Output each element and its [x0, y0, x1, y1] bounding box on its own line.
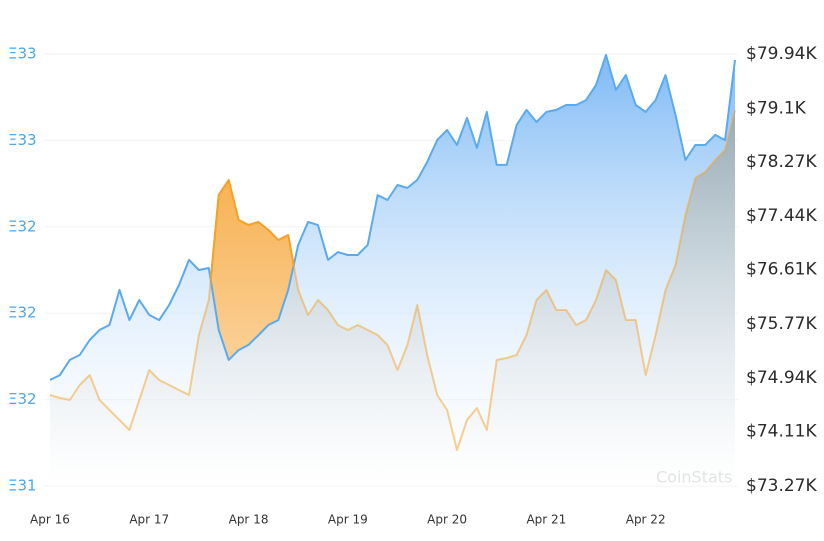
y2-tick-label: $73.27K: [746, 476, 817, 496]
y-tick-label: Ξ32: [8, 390, 37, 408]
x-tick-label: Apr 17: [129, 513, 169, 527]
x-tick-label: Apr 16: [30, 513, 70, 527]
line: [49, 109, 736, 451]
y2-tick-label: $79.1K: [746, 98, 807, 118]
y-tick-label: Ξ32: [8, 217, 37, 235]
x-tick-label: Apr 21: [526, 513, 566, 527]
x-tick-label: Apr 20: [427, 513, 467, 527]
area-highlight: [49, 110, 736, 380]
x-tick-label: Apr 18: [229, 513, 269, 527]
y2-tick-label: $75.77K: [746, 314, 817, 334]
y2-tick-label: $78.27K: [746, 152, 817, 172]
y-tick-label: Ξ33: [8, 131, 37, 149]
y2-tick-label: $79.94K: [746, 44, 817, 64]
x-tick-label: Apr 19: [328, 513, 368, 527]
line: [49, 53, 736, 381]
x-tick-label: Apr 22: [626, 513, 666, 527]
y-tick-label: Ξ32: [8, 304, 37, 322]
y2-tick-label: $74.94K: [746, 368, 817, 388]
y2-tick-label: $76.61K: [746, 260, 817, 280]
y2-tick-label: $74.11K: [746, 422, 817, 442]
watermark: CoinStats: [656, 468, 732, 487]
y2-tick-label: $77.44K: [746, 206, 817, 226]
y-tick-label: Ξ33: [8, 45, 37, 63]
y-tick-label: Ξ31: [8, 477, 37, 495]
